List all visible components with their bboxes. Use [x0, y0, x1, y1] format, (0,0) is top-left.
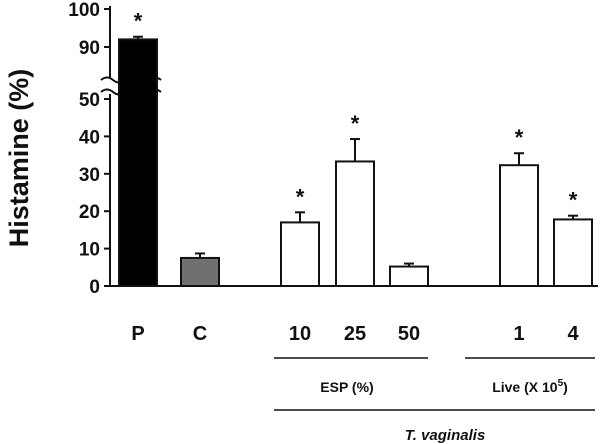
y-tick-label: 40	[79, 127, 100, 148]
y-tick-label: 90	[79, 38, 100, 59]
category-label: C	[193, 323, 207, 345]
bar	[553, 218, 593, 287]
category-label: 25	[344, 323, 366, 345]
y-tick-label: 30	[79, 165, 100, 186]
significance-marker: *	[569, 188, 578, 213]
bar	[180, 256, 220, 288]
y-tick-label: 10	[79, 240, 100, 261]
y-tick-label: 0	[89, 277, 100, 298]
esp-group-label: ESP (%)	[320, 379, 373, 395]
category-label: 1	[513, 323, 524, 345]
category-labels: P C 10 25 50 1 4	[131, 323, 579, 345]
y-tick-label: 50	[79, 90, 100, 111]
significance-marker: *	[296, 184, 305, 209]
bar	[389, 265, 429, 288]
bar	[280, 221, 320, 287]
live-group-label: Live (X 105)	[492, 378, 568, 395]
y-axis-label: Histamine (%)	[4, 69, 34, 248]
group-labels: ESP (%) Live (X 105) T. vaginalis	[274, 357, 595, 444]
significance-marker: *	[134, 9, 143, 34]
parasite-group-label: T. vaginalis	[405, 427, 486, 444]
significance-marker: *	[515, 125, 524, 150]
category-label: P	[131, 323, 144, 345]
category-label: 10	[289, 323, 311, 345]
y-tick-label: 100	[68, 0, 100, 21]
bar	[335, 160, 375, 287]
bars: * * * * *	[118, 9, 593, 288]
category-label: 4	[567, 323, 579, 345]
y-tick-label: 20	[79, 202, 100, 223]
bar	[118, 38, 158, 288]
significance-marker: *	[351, 111, 360, 136]
bar	[499, 164, 539, 287]
y-ticks: 0 10 20 30 40 50 90 100	[68, 0, 110, 298]
category-label: 50	[398, 323, 420, 345]
